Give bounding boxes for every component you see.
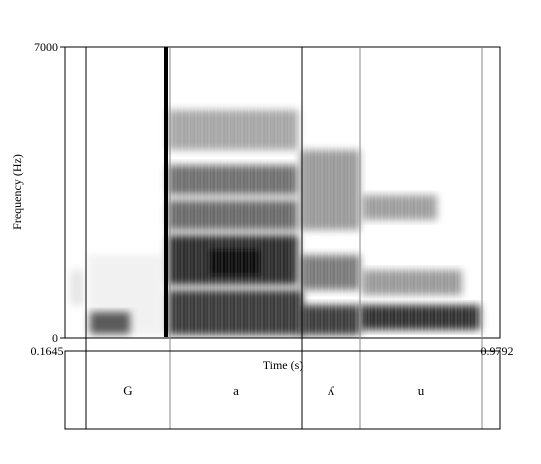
spectrogram-energy [70,47,480,337]
spectrogram-frame [64,46,501,339]
x-axis-label: Time (s) [263,358,304,372]
formant-u-f2 [362,270,462,295]
formant-a-f3 [168,200,298,230]
segment-label-g: G [123,383,132,398]
energy-lambda-high [300,150,360,230]
energy-lambda-mid [300,255,360,290]
textgrid-tier [64,350,501,430]
spectrogram-striations [171,100,477,336]
x-start-label: 0.1645 [31,344,64,358]
segment-label-lambda: ʎ [328,383,335,398]
formant-a-f5 [168,110,298,150]
energy-g-low [90,312,130,334]
segment-boundaries [85,47,483,429]
formant-a-f4 [168,165,298,195]
formant-u-f3 [362,195,437,220]
formant-a-f1 [168,290,303,335]
y-axis-label: Frequency (Hz) [10,154,24,230]
y-max-label: 7000 [34,40,58,54]
formant-a-f2-peak [210,250,260,275]
segment-label-u: u [418,383,425,398]
segment-label-a: a [233,383,239,398]
y-min-label: 0 [52,331,58,345]
segment-labels: G a ʎ u [123,383,424,398]
burst-spike [164,47,168,337]
energy-lambda-low [300,305,360,335]
formant-u-f1 [360,305,480,330]
